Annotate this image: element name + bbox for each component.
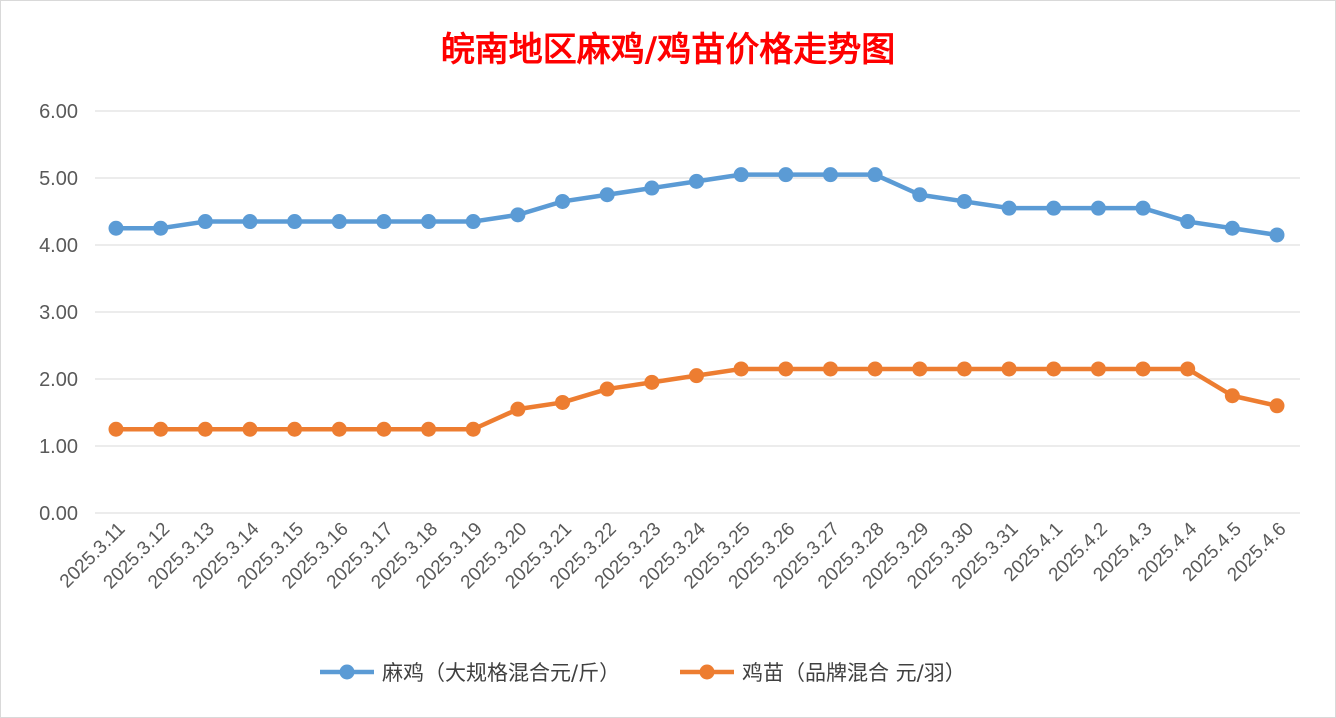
data-point [331,214,347,230]
x-axis-ticks: 2025.3.112025.3.122025.3.132025.3.142025… [56,518,1291,593]
data-point [197,421,213,437]
data-point [1269,398,1285,414]
series-group [108,167,1285,437]
data-point [1001,200,1017,216]
legend: 麻鸡（大规格混合元/斤） 鸡苗（品牌混合 元/羽） [320,661,966,685]
data-point [689,368,704,384]
data-point [242,214,258,230]
legend-item-2: 鸡苗（品牌混合 元/羽） [680,661,966,685]
data-point [1135,200,1151,216]
data-point [1090,361,1106,377]
data-point [242,421,258,437]
data-point [1269,227,1285,243]
data-point [1180,361,1196,377]
data-point [1090,200,1106,216]
data-point [912,361,928,377]
data-point [867,167,883,183]
data-point [555,394,571,410]
data-point [108,220,124,236]
data-point [465,214,481,230]
y-tick-label: 0.00 [39,503,78,525]
data-point [644,180,660,196]
series-1 [108,167,1285,243]
data-point [555,193,571,209]
chart-title: 皖南地区麻鸡/鸡苗价格走势图 [440,30,896,70]
data-point [376,214,392,230]
data-point [867,361,883,377]
legend-item-1: 麻鸡（大规格混合元/斤） [320,661,620,685]
y-tick-label: 4.00 [39,235,78,257]
data-point [778,167,794,183]
data-point [1224,388,1240,404]
data-point [1224,220,1240,236]
legend-label: 鸡苗（品牌混合 元/羽） [742,661,966,685]
data-point [287,421,303,437]
data-point [510,207,526,223]
data-point [287,214,303,230]
gridlines [95,110,1300,514]
data-point [108,421,124,437]
data-point [1135,361,1151,377]
series-2 [108,361,1285,437]
data-point [153,421,169,437]
data-point [197,214,213,230]
data-point [912,187,928,203]
y-axis-ticks: 0.00 1.00 2.00 3.00 4.00 5.00 6.00 [39,101,78,525]
data-point [599,381,615,397]
data-point [1046,361,1062,377]
data-point [733,167,749,183]
data-point [778,361,794,377]
data-point [421,421,437,437]
y-tick-label: 1.00 [39,436,78,458]
data-point [689,173,704,189]
legend-marker [339,664,355,680]
data-point [510,401,526,417]
data-point [465,421,481,437]
y-tick-label: 3.00 [39,302,78,324]
data-point [733,361,749,377]
data-point [331,421,347,437]
y-tick-label: 2.00 [39,369,78,391]
data-point [1180,214,1196,230]
y-tick-label: 6.00 [39,101,78,123]
legend-marker [699,664,715,680]
data-point [421,214,437,230]
data-point [822,361,838,377]
data-point [956,193,972,209]
data-point [1046,200,1062,216]
legend-label: 麻鸡（大规格混合元/斤） [382,661,620,685]
data-point [644,374,660,390]
data-point [153,220,169,236]
y-tick-label: 5.00 [39,168,78,190]
data-point [599,187,615,203]
data-point [822,167,838,183]
data-point [376,421,392,437]
data-point [956,361,972,377]
data-point [1001,361,1017,377]
